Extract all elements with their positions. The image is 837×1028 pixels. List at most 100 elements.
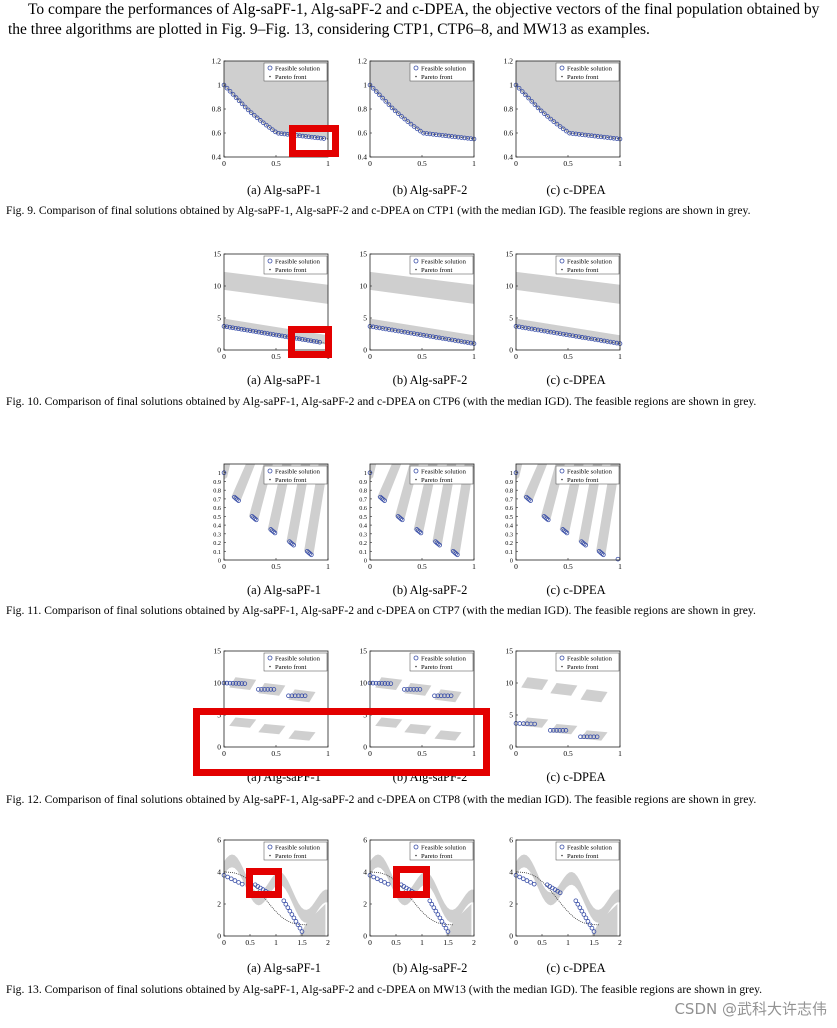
solution-point	[615, 556, 621, 562]
solution-point	[273, 332, 279, 338]
feasible-region	[229, 717, 257, 728]
x-tick-label: 0.5	[563, 159, 573, 168]
x-tick-label: 0.5	[563, 749, 573, 758]
legend-pareto-marker	[415, 268, 417, 271]
solution-point	[570, 333, 576, 339]
feasible-region	[580, 730, 608, 741]
legend-box	[409, 841, 474, 861]
solution-point	[408, 330, 414, 336]
x-tick-label: 1.5	[297, 938, 307, 947]
legend-pareto-marker	[415, 75, 417, 78]
solution-point	[564, 128, 569, 134]
y-tick-label: 0	[363, 932, 367, 941]
x-tick-label: 0.5	[537, 938, 547, 947]
y-tick-label: 5	[509, 314, 513, 323]
solution-point	[538, 328, 544, 333]
solution-point	[585, 919, 591, 924]
figure-caption: Fig. 11. Comparison of final solutions o…	[6, 604, 756, 617]
legend-feasible-label: Feasible solution	[421, 66, 467, 73]
solution-point	[302, 337, 308, 343]
solution-point	[265, 687, 270, 692]
y-tick-label: 0.8	[359, 488, 367, 495]
legend-pareto-label: Pareto front	[275, 74, 306, 81]
solution-point	[554, 728, 559, 733]
legend-feasible-label: Feasible solution	[567, 259, 613, 266]
solution-point	[271, 687, 277, 692]
solution-point	[591, 734, 597, 740]
solution-point	[256, 687, 261, 692]
solution-point	[276, 130, 281, 136]
x-tick-label: 0.5	[417, 159, 427, 168]
solution-point	[595, 134, 601, 139]
subcaption: (a) Alg-saPF-1	[247, 583, 321, 597]
solution-point	[259, 330, 264, 335]
solution-point	[239, 881, 245, 887]
solution-point	[433, 908, 439, 914]
solution-point	[380, 95, 385, 101]
solution-point	[244, 327, 250, 333]
legend-pareto-label: Pareto front	[275, 267, 306, 274]
solution-point	[374, 325, 379, 330]
y-tick-label: 15	[214, 250, 222, 259]
solution-point	[437, 335, 442, 341]
solution-point	[293, 919, 299, 924]
feasible-region	[304, 464, 328, 555]
subcaption: (b) Alg-saPF-2	[392, 961, 468, 975]
feasible-region	[377, 464, 402, 501]
solution-point	[578, 734, 583, 740]
legend-feasible-label: Feasible solution	[275, 845, 321, 852]
solution-point	[279, 131, 284, 136]
solution-point	[411, 124, 417, 129]
feasible-region	[231, 464, 256, 501]
legend-feasible-label: Feasible solution	[421, 656, 467, 663]
solution-point	[573, 131, 579, 137]
solution-point	[520, 876, 526, 882]
solution-point	[311, 338, 317, 344]
solution-point	[443, 336, 448, 342]
y-tick-label: 2	[363, 900, 367, 909]
y-tick-label: 0	[363, 346, 367, 355]
feasible-region	[516, 854, 620, 923]
x-tick-label: 0.5	[563, 352, 573, 361]
solution-point	[576, 334, 582, 340]
legend-feasible-label: Feasible solution	[275, 66, 321, 73]
solution-point	[236, 498, 241, 503]
y-tick-label: 15	[506, 647, 514, 656]
solution-point	[232, 878, 238, 883]
y-tick-label: 0.3	[505, 531, 513, 538]
solution-point	[224, 324, 230, 330]
solution-point	[589, 336, 594, 342]
solution-point	[575, 901, 581, 907]
solution-point	[224, 85, 230, 91]
solution-point	[517, 721, 523, 726]
solution-point	[438, 693, 444, 699]
solution-point	[227, 88, 233, 94]
solution-point	[437, 915, 443, 921]
solution-point	[433, 132, 439, 137]
x-tick-label: 0	[368, 159, 372, 168]
x-tick-label: 0	[514, 352, 518, 361]
highlight-box	[288, 326, 332, 358]
highlight-box	[193, 708, 490, 776]
solution-point	[399, 329, 404, 334]
feasible-region	[224, 854, 328, 923]
legend-feasible-marker	[267, 468, 273, 474]
legend-pareto-marker	[269, 268, 271, 271]
x-tick-label: 1	[472, 749, 476, 758]
solution-point	[424, 333, 430, 339]
solution-point	[230, 325, 235, 331]
y-tick-label: 0.4	[359, 523, 367, 530]
solution-point	[581, 734, 587, 740]
solution-point	[545, 114, 550, 119]
solution-point	[446, 337, 452, 342]
legend-pareto-marker	[561, 665, 563, 668]
solution-point	[581, 912, 587, 917]
feasible-region	[370, 318, 474, 345]
feasible-region	[434, 689, 462, 703]
pareto-front-line	[515, 871, 600, 926]
solution-point	[563, 728, 569, 733]
solution-point	[605, 135, 610, 140]
feasible-region	[258, 723, 286, 735]
solution-point	[523, 325, 528, 331]
